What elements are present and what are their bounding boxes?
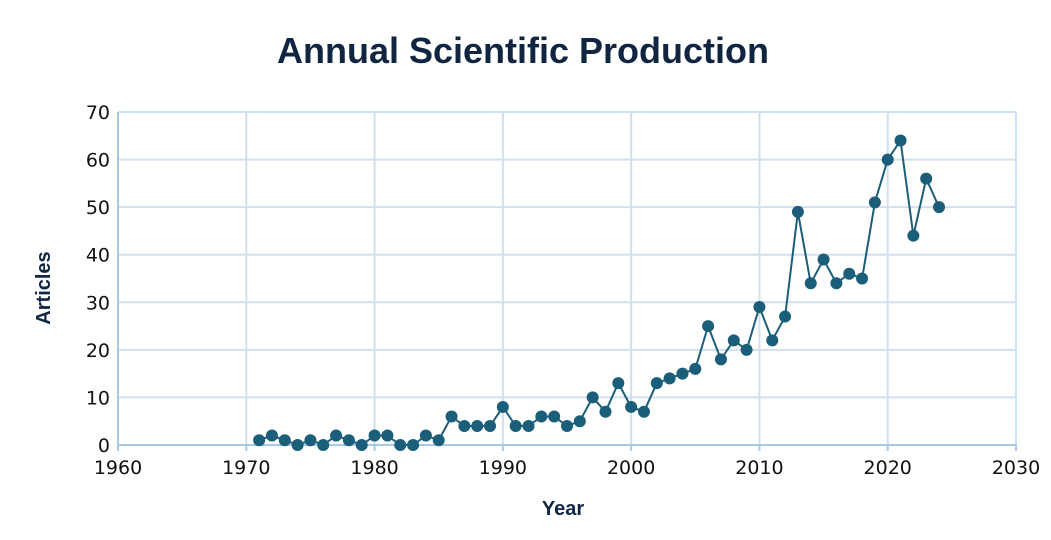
x-tick-label: 1970	[222, 457, 270, 479]
data-point	[920, 172, 933, 185]
x-tick-label: 2030	[992, 457, 1040, 479]
data-point	[907, 229, 920, 242]
x-tick-label: 1980	[350, 457, 398, 479]
data-point	[484, 419, 497, 432]
x-tick-label: 2000	[607, 457, 655, 479]
data-point	[253, 434, 266, 447]
data-point	[933, 201, 946, 214]
y-tick-label: 20	[86, 340, 110, 362]
data-point	[407, 439, 420, 451]
data-point	[727, 334, 740, 347]
data-point	[714, 353, 727, 366]
data-point	[509, 419, 522, 432]
grid	[118, 111, 1017, 445]
data-point	[278, 434, 291, 447]
data-point	[637, 405, 650, 418]
data-point	[342, 434, 355, 447]
data-point	[317, 439, 330, 451]
data-point	[432, 434, 445, 447]
data-point	[522, 419, 535, 432]
data-point	[471, 419, 484, 432]
data-point	[381, 429, 394, 442]
data-point	[766, 334, 779, 347]
y-tick-label: 30	[86, 292, 110, 314]
data-point	[817, 253, 830, 266]
data-point	[561, 419, 573, 432]
data-point	[612, 377, 625, 390]
x-axis-title: Year	[542, 498, 584, 520]
data-point	[804, 277, 817, 290]
data-point	[881, 153, 894, 166]
data-point	[894, 134, 907, 147]
data-point	[573, 415, 586, 428]
data-point	[458, 419, 471, 432]
chart-title: Annual Scientific Production	[277, 30, 769, 71]
data-point	[599, 405, 612, 418]
data-point	[394, 439, 407, 451]
series-line	[258, 137, 940, 447]
data-point	[689, 362, 702, 375]
data-point	[868, 196, 881, 209]
data-point	[702, 320, 715, 333]
y-axis-title: Articles	[33, 251, 55, 324]
data-point	[265, 429, 278, 442]
data-point	[368, 429, 381, 442]
y-tick-label: 0	[98, 435, 110, 457]
data-point	[548, 410, 561, 423]
data-point	[586, 391, 599, 404]
y-axis-ticks: 0 10 20 30 40 50 60 70	[86, 102, 110, 457]
data-point	[856, 272, 869, 285]
data-point	[496, 400, 509, 413]
data-point	[830, 277, 843, 290]
data-point	[445, 410, 458, 423]
data-point	[650, 377, 663, 390]
data-point	[676, 367, 689, 380]
y-tick-label: 10	[86, 387, 110, 409]
x-tick-label: 1960	[94, 457, 142, 479]
data-point	[291, 439, 304, 451]
y-tick-label: 70	[86, 102, 110, 124]
data-point	[535, 410, 548, 423]
data-point	[663, 372, 676, 385]
data-point	[330, 429, 343, 442]
data-point	[843, 267, 856, 280]
data-point	[740, 343, 753, 356]
x-tick-label: 2010	[735, 457, 783, 479]
data-point	[419, 429, 432, 442]
x-axis-ticks: 1960 1970 1980 1990 2000 2010 2020 2030	[94, 445, 1040, 479]
x-tick-label: 2020	[864, 457, 912, 479]
data-point	[791, 205, 804, 218]
y-tick-label: 40	[86, 245, 110, 267]
y-tick-label: 50	[86, 197, 110, 219]
x-tick-label: 1990	[479, 457, 527, 479]
data-point	[753, 301, 766, 314]
data-point	[355, 439, 368, 451]
data-point	[304, 434, 317, 447]
data-point	[779, 310, 792, 323]
series-articles	[253, 134, 946, 451]
axes	[117, 112, 1016, 446]
y-tick-label: 60	[86, 150, 110, 172]
data-point	[625, 400, 638, 413]
